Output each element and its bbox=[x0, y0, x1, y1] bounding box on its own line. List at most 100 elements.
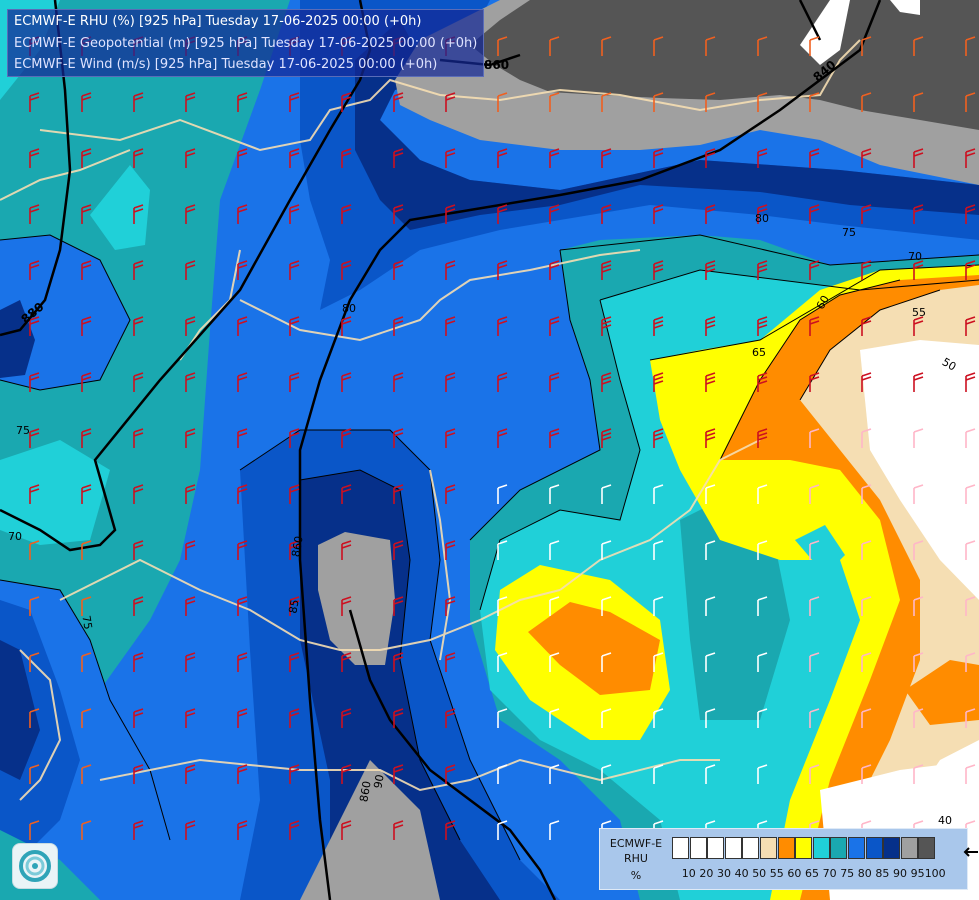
wind-barb bbox=[237, 484, 248, 504]
wind-barb bbox=[809, 596, 820, 616]
wind-title: ECMWF-E Wind (m/s) [925 hPa] Tuesday 17-… bbox=[14, 57, 438, 72]
wind-barb bbox=[185, 484, 196, 504]
rhu-contour-label: 55 bbox=[912, 306, 926, 319]
wind-barb bbox=[29, 652, 40, 672]
wind-barb bbox=[705, 596, 716, 616]
legend-tick-label: 10 bbox=[681, 867, 696, 880]
wind-barb bbox=[705, 428, 716, 448]
wind-barb bbox=[237, 372, 248, 392]
wind-barb bbox=[653, 484, 664, 504]
wind-barb bbox=[29, 92, 40, 112]
wind-barb bbox=[497, 652, 508, 672]
wind-barb bbox=[601, 372, 612, 392]
wind-barb bbox=[393, 764, 404, 784]
wind-barb bbox=[601, 204, 612, 224]
wind-barb bbox=[861, 204, 872, 224]
wind-barb bbox=[913, 708, 924, 728]
rhu-contour-label: 75 bbox=[842, 226, 856, 239]
wind-barb bbox=[81, 596, 92, 616]
wind-barb bbox=[289, 596, 300, 616]
wind-barb bbox=[289, 204, 300, 224]
wind-barb bbox=[445, 316, 456, 336]
rhu-contour-label: 80 bbox=[755, 212, 769, 225]
wind-barb bbox=[653, 204, 664, 224]
wind-barb bbox=[29, 372, 40, 392]
wind-barb bbox=[965, 764, 976, 784]
wind-barb bbox=[341, 260, 352, 280]
legend-swatch bbox=[672, 837, 689, 859]
legend-swatch bbox=[865, 837, 883, 859]
wind-barb bbox=[913, 148, 924, 168]
wind-barb bbox=[133, 260, 144, 280]
wind-barb bbox=[289, 148, 300, 168]
rhu-contour-label: 75 bbox=[79, 614, 95, 631]
wind-barb bbox=[237, 764, 248, 784]
wind-barb bbox=[237, 428, 248, 448]
wind-barb bbox=[757, 484, 768, 504]
wind-barb bbox=[289, 372, 300, 392]
wind-barb bbox=[497, 764, 508, 784]
wind-barb bbox=[861, 316, 872, 336]
wind-barb bbox=[393, 708, 404, 728]
wind-barb bbox=[601, 36, 612, 56]
wind-barb bbox=[913, 652, 924, 672]
wind-barb bbox=[705, 484, 716, 504]
wind-barb bbox=[549, 428, 560, 448]
wind-barb bbox=[393, 484, 404, 504]
wind-barb bbox=[913, 540, 924, 560]
wind-barb bbox=[81, 316, 92, 336]
wind-barb bbox=[549, 204, 560, 224]
wind-barb bbox=[445, 92, 456, 112]
wind-barb bbox=[653, 316, 664, 336]
wind-barb bbox=[809, 92, 820, 112]
wind-barb bbox=[549, 820, 560, 840]
wind-barb bbox=[289, 652, 300, 672]
wind-barb bbox=[809, 708, 820, 728]
wind-barb bbox=[289, 820, 300, 840]
wind-barb bbox=[705, 540, 716, 560]
wind-barb bbox=[913, 428, 924, 448]
wind-barb bbox=[965, 652, 976, 672]
wind-barb bbox=[81, 484, 92, 504]
wind-barb bbox=[809, 540, 820, 560]
wind-barb bbox=[757, 540, 768, 560]
rhu-contour-label: 75 bbox=[16, 424, 30, 437]
wind-barb bbox=[29, 764, 40, 784]
wind-barb bbox=[237, 820, 248, 840]
rhu-legend: ECMWF-E RHU % 10 20 30 40 50 55 60 65 70 75 80 85 90… bbox=[599, 828, 968, 890]
geopotential-title: ECMWF-E Geopotential (m) [925 hPa] Tuesd… bbox=[14, 36, 478, 51]
legend-tick-label: 40 bbox=[734, 867, 749, 880]
legend-tick-label: 85 bbox=[875, 867, 890, 880]
rhu-contour-label: 65 bbox=[752, 346, 766, 359]
wind-barb bbox=[757, 708, 768, 728]
wind-barb bbox=[965, 708, 976, 728]
wind-barb bbox=[133, 428, 144, 448]
wind-barb bbox=[601, 708, 612, 728]
wind-barb bbox=[393, 204, 404, 224]
wind-barb bbox=[237, 204, 248, 224]
wind-barb bbox=[861, 540, 872, 560]
wind-barb bbox=[289, 708, 300, 728]
wind-barb bbox=[965, 484, 976, 504]
wind-barb bbox=[341, 204, 352, 224]
wind-barb bbox=[185, 204, 196, 224]
legend-title-model: ECMWF-E bbox=[609, 837, 663, 850]
wind-barb bbox=[445, 372, 456, 392]
rhu-contour-label: 70 bbox=[8, 530, 22, 543]
wind-barb bbox=[81, 148, 92, 168]
wind-barb bbox=[81, 708, 92, 728]
legend-tick-label: 65 bbox=[805, 867, 819, 880]
wind-barb bbox=[601, 484, 612, 504]
wind-barb bbox=[861, 36, 872, 56]
wind-barb bbox=[133, 372, 144, 392]
wind-barb bbox=[237, 708, 248, 728]
wind-barb bbox=[29, 260, 40, 280]
legend-tick-label: 60 bbox=[787, 867, 802, 880]
wind-barb bbox=[965, 540, 976, 560]
wind-barb bbox=[809, 372, 820, 392]
wind-barb bbox=[393, 148, 404, 168]
wind-barb bbox=[757, 260, 768, 280]
wind-barb bbox=[185, 372, 196, 392]
wind-barb bbox=[549, 260, 560, 280]
